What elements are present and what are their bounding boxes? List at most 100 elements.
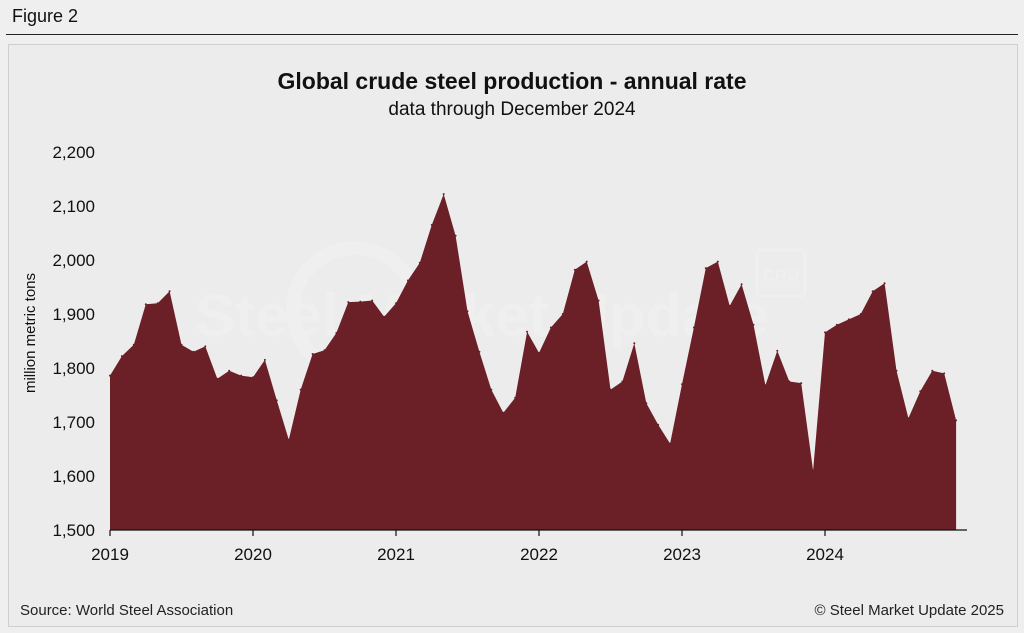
data-point — [585, 260, 588, 263]
data-point — [681, 383, 683, 386]
x-tick-label: 2021 — [377, 545, 415, 564]
data-point — [919, 390, 922, 393]
x-tick-label: 2024 — [806, 545, 844, 564]
data-point — [204, 345, 207, 348]
data-point — [728, 304, 731, 307]
data-point — [835, 323, 838, 326]
y-tick-label: 1,700 — [52, 413, 95, 432]
y-tick-label: 1,900 — [52, 305, 95, 324]
data-point — [287, 438, 290, 441]
data-point — [645, 402, 648, 405]
data-point — [180, 343, 183, 346]
data-point — [263, 358, 266, 361]
data-point — [275, 399, 278, 402]
data-point — [490, 388, 493, 391]
data-point — [633, 342, 636, 345]
data-point — [704, 267, 707, 270]
data-point — [692, 326, 695, 329]
data-point — [895, 369, 898, 372]
data-point — [454, 234, 457, 237]
data-point — [573, 268, 576, 271]
data-point — [228, 369, 231, 372]
data-point — [812, 469, 815, 472]
watermark: Steel Market Update CRU — [195, 241, 807, 379]
data-point — [252, 376, 254, 379]
data-point — [144, 303, 147, 306]
data-point — [120, 355, 123, 358]
data-point — [311, 353, 314, 355]
axes-layer: 1,500 1,600 1,700 1,800 1,900 2,000 2,100 2,200… — [52, 143, 967, 564]
watermark-logo-text: Steel Market Update — [195, 282, 769, 349]
data-point — [466, 310, 469, 313]
y-tick-label: 1,800 — [52, 359, 95, 378]
data-point — [764, 384, 767, 387]
data-point — [776, 349, 779, 352]
watermark-badge-text: CRU — [763, 266, 800, 285]
watermark-badge — [755, 248, 807, 298]
data-point — [359, 300, 362, 303]
data-point — [323, 349, 326, 352]
figure-label: Figure 2 — [12, 6, 79, 26]
data-point — [168, 290, 171, 293]
data-point — [740, 283, 743, 286]
data-point — [371, 299, 374, 302]
data-point — [538, 351, 540, 354]
data-point — [132, 343, 135, 346]
y-tick-label: 1,500 — [52, 521, 95, 540]
data-point — [824, 331, 826, 334]
data-point — [502, 411, 505, 414]
data-point — [299, 388, 302, 391]
data-point — [907, 417, 910, 420]
y-tick-label: 2,100 — [52, 197, 95, 216]
data-point — [561, 313, 564, 315]
data-point — [347, 301, 350, 304]
data-point — [871, 290, 874, 293]
y-tick-label: 1,600 — [52, 467, 95, 486]
data-point — [442, 193, 445, 196]
data-point — [240, 374, 243, 377]
data-point — [847, 318, 850, 321]
data-point — [716, 260, 719, 263]
area-series-layer — [109, 193, 958, 530]
data-point — [621, 380, 624, 383]
data-point — [657, 423, 660, 426]
data-point — [859, 313, 862, 315]
data-point — [549, 326, 552, 329]
data-point — [395, 302, 397, 305]
data-point — [156, 302, 159, 305]
y-tick-label: 2,200 — [52, 143, 95, 162]
data-point — [669, 442, 672, 445]
data-point — [597, 299, 600, 302]
data-point — [609, 388, 612, 391]
data-point — [800, 382, 803, 385]
data-point — [109, 374, 111, 377]
data-point — [514, 396, 517, 399]
data-point — [192, 350, 195, 353]
data-point — [526, 330, 529, 333]
chart-subtitle: data through December 2024 — [388, 99, 636, 120]
y-tick-label: 2,000 — [52, 251, 95, 270]
data-point — [430, 223, 433, 226]
data-point — [955, 419, 958, 422]
data-point — [406, 279, 409, 282]
y-axis-title: million metric tons — [22, 273, 39, 393]
x-tick-label: 2022 — [520, 545, 558, 564]
x-tick-label: 2023 — [663, 545, 701, 564]
x-tick-label: 2019 — [91, 545, 129, 564]
chart-title: Global crude steel production - annual r… — [277, 68, 747, 94]
data-point — [883, 282, 886, 285]
data-point — [383, 315, 386, 318]
data-point — [335, 331, 338, 334]
copyright-note: © Steel Market Update 2025 — [814, 602, 1005, 619]
data-point — [788, 380, 791, 383]
data-point — [418, 261, 421, 264]
source-note: Source: World Steel Association — [20, 602, 234, 619]
data-point — [216, 377, 219, 380]
data-point — [943, 372, 946, 375]
x-tick-label: 2020 — [234, 545, 272, 564]
figure-divider — [6, 34, 1018, 35]
area-series-fill — [110, 194, 957, 530]
data-point — [752, 323, 755, 326]
data-point — [931, 369, 934, 372]
